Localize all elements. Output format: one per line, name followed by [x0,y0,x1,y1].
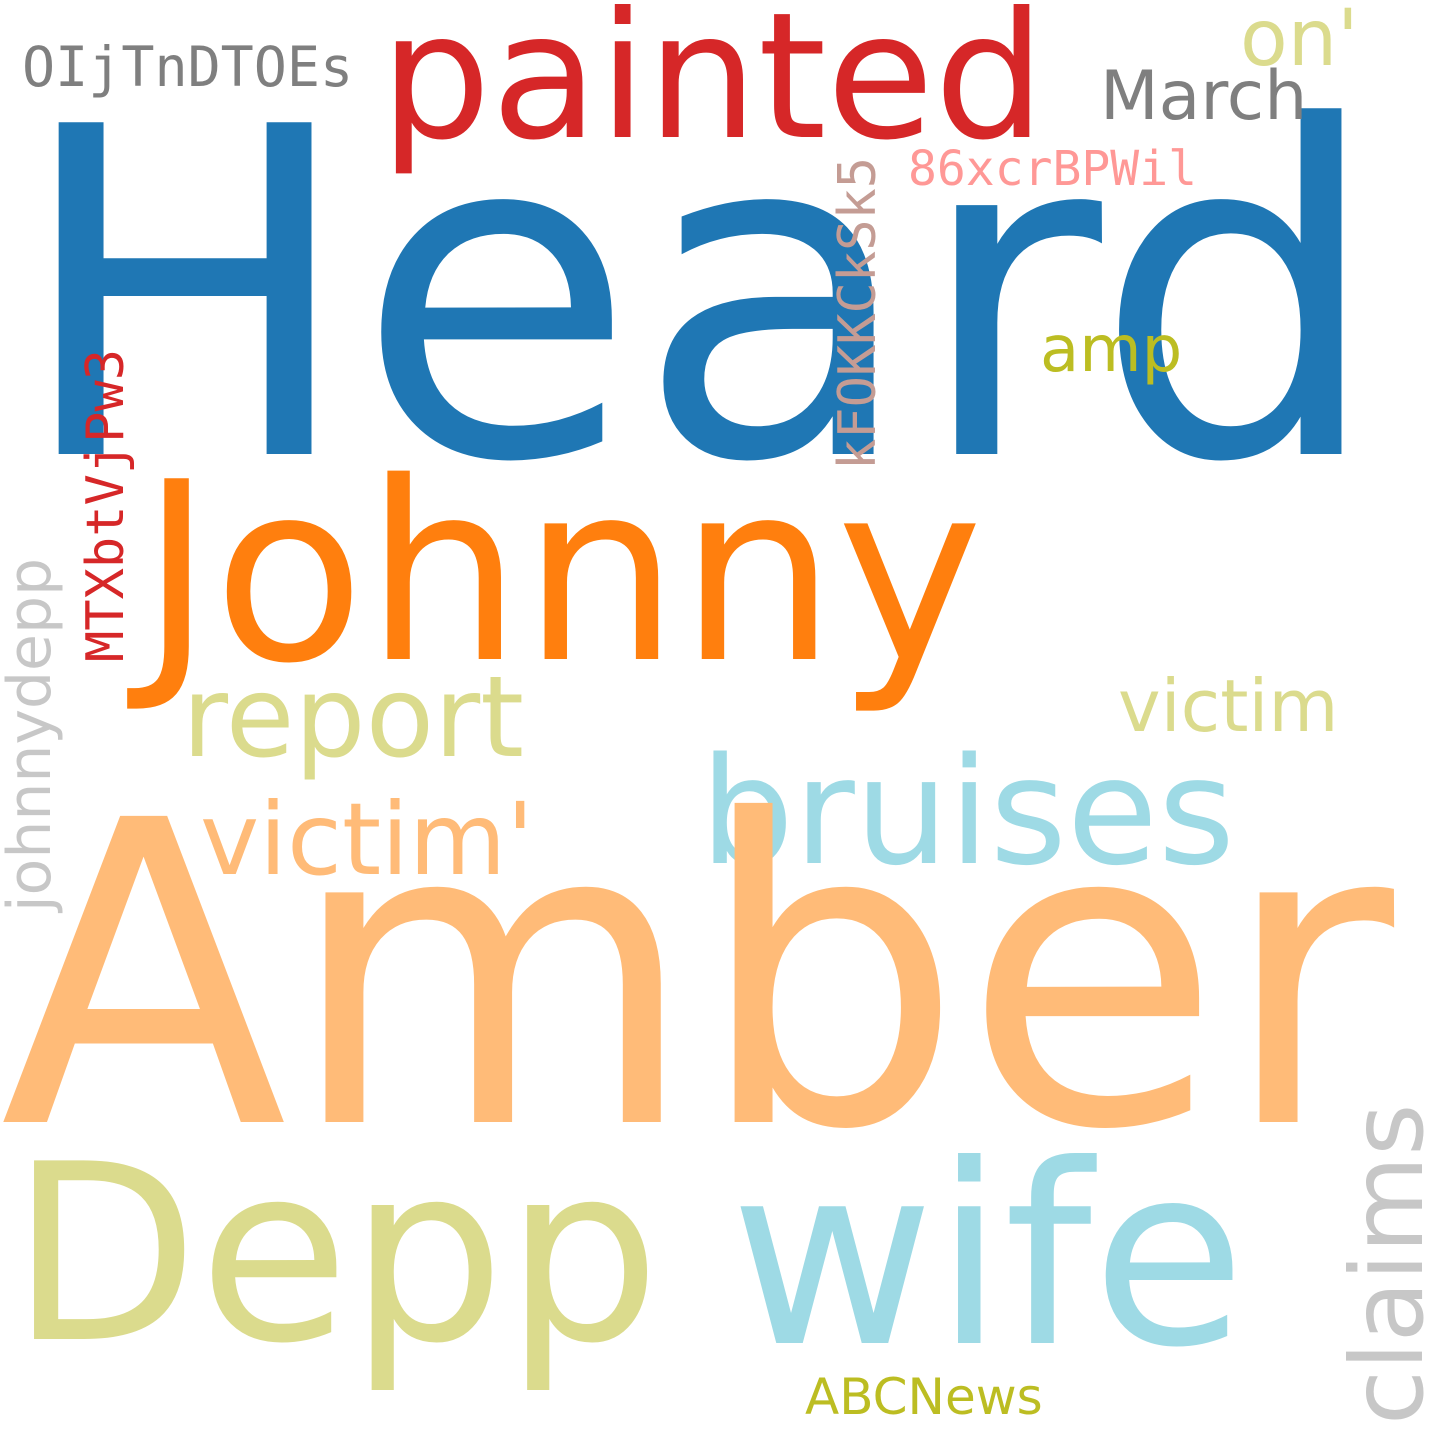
word-claims: claims [1329,1103,1440,1425]
word-report: report [182,653,525,783]
word-johnny: Johnny [140,430,984,718]
word-amber: Amber [0,733,1395,1222]
word-march: March [1100,57,1308,136]
word-victim-quote: victim' [200,781,534,898]
word-heard: Heard [14,33,1383,562]
word-wife: wife [730,1111,1246,1402]
word-depp: Depp [10,1112,661,1397]
word-token-3: kFOKKCkSk5 [828,156,888,470]
word-bruises: bruises [700,726,1235,898]
word-token-2: 86xcrBPWil [908,141,1197,197]
word-painted: painted [380,0,1046,179]
word-token-4: MTXbtVjPw3 [76,348,136,662]
word-victim: victim [1118,664,1339,748]
word-johnnydepp: johnnydepp [0,557,65,912]
word-amp: amp [1040,313,1183,387]
word-abcnews: ABCNews [805,1368,1043,1426]
word-on: on' [1240,0,1359,84]
word-token-1: OIjTnDTOEs [22,35,354,99]
